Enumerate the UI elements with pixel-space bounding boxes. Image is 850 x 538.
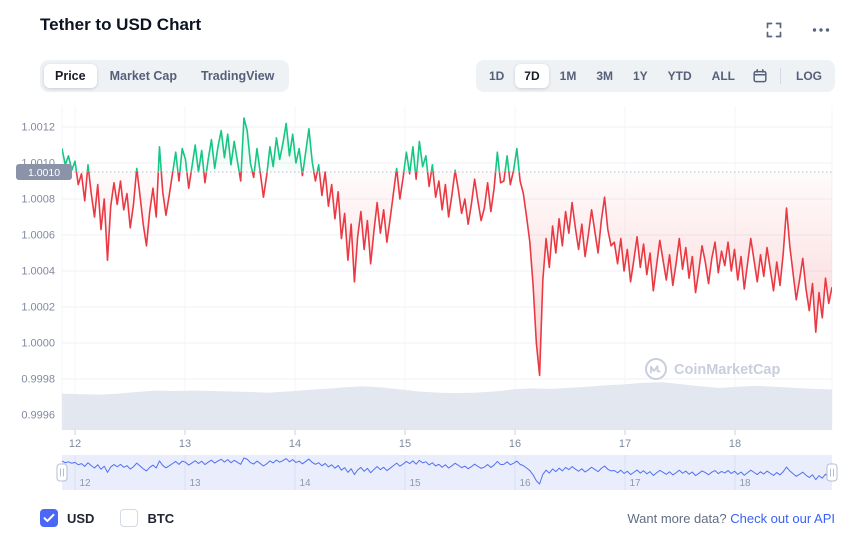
range-button-ytd[interactable]: YTD	[659, 64, 701, 88]
range-button-1d[interactable]: 1D	[480, 64, 513, 88]
range-button-7d[interactable]: 7D	[515, 64, 549, 88]
x-axis-label: 16	[509, 438, 521, 450]
navigator-x-label: 14	[299, 478, 311, 489]
coinmarketcap-watermark: CoinMarketCap	[645, 358, 780, 380]
range-button-all[interactable]: ALL	[703, 64, 744, 88]
navigator-x-label: 17	[629, 478, 641, 489]
tab-market-cap[interactable]: Market Cap	[99, 64, 188, 88]
x-axis-label: 18	[729, 438, 741, 450]
y-axis-label: 1.0006	[21, 230, 55, 242]
header-actions	[764, 20, 832, 40]
api-link[interactable]: Check out our API	[730, 510, 835, 526]
x-axis-label: 12	[69, 438, 81, 450]
range-button-1y[interactable]: 1Y	[624, 64, 657, 88]
navigator-line	[61, 457, 833, 485]
y-axis-label: 1.0012	[21, 122, 55, 134]
tab-tradingview[interactable]: TradingView	[190, 64, 285, 88]
current-price-badge-text: 1.0010	[28, 167, 60, 179]
check-icon	[43, 513, 55, 522]
navigator-x-label: 12	[79, 478, 91, 489]
api-promo: Want more data? Check out our API	[627, 511, 835, 526]
x-axis-label: 17	[619, 438, 631, 450]
navigator-chart: 12 13 14 15 16 17 18	[56, 455, 838, 490]
chart-plot-area[interactable]	[62, 106, 832, 430]
toolbar-divider	[780, 68, 781, 84]
currency-label: BTC	[147, 510, 175, 526]
chart-type-tabs: Price Market Cap TradingView	[40, 60, 290, 92]
price-line-below-open	[75, 172, 832, 377]
navigator-x-label: 18	[739, 478, 751, 489]
volume-area	[62, 382, 832, 430]
y-axis-label: 1.0002	[21, 302, 55, 314]
more-options-icon[interactable]	[810, 25, 832, 35]
y-axis-label: 1.0008	[21, 194, 55, 206]
x-axis-label: 15	[399, 438, 411, 450]
loss-area-fill	[62, 172, 832, 376]
x-axis-label: 13	[179, 438, 191, 450]
range-button-3m[interactable]: 3M	[587, 64, 622, 88]
y-axis-label: 1.0004	[21, 266, 55, 278]
coinmarketcap-logo-icon	[645, 358, 667, 380]
navigator-left-handle[interactable]	[56, 463, 68, 482]
navigator-right-handle[interactable]	[826, 463, 838, 482]
navigator-track[interactable]	[62, 455, 832, 490]
currency-label: USD	[67, 510, 95, 526]
btc-checkbox[interactable]	[120, 509, 139, 527]
page-title: Tether to USD Chart	[40, 15, 202, 34]
price-chart: 1.0012 1.0010 1.0008 1.0006 1.0004 1.0002 1.00…	[16, 106, 833, 450]
y-axis-label: 0.9996	[21, 410, 55, 422]
log-scale-button[interactable]: LOG	[787, 64, 831, 88]
currency-toggles: USD BTC	[40, 509, 174, 527]
api-prompt-text: Want more data?	[627, 510, 727, 526]
chart-footer: USD BTC Want more data? Check out our API	[40, 504, 835, 532]
navigator-x-label: 15	[409, 478, 421, 489]
y-axis-label: 0.9998	[21, 374, 55, 386]
usd-checkbox[interactable]	[40, 509, 58, 527]
watermark-text: CoinMarketCap	[674, 362, 780, 378]
y-axis-label: 1.0000	[21, 338, 55, 350]
currency-toggle-btc[interactable]: BTC	[120, 509, 174, 527]
x-axis-label: 14	[289, 438, 301, 450]
range-button-1m[interactable]: 1M	[551, 64, 586, 88]
calendar-icon[interactable]	[746, 65, 774, 87]
range-selector: 1D 7D 1M 3M 1Y YTD ALL LOG	[475, 60, 835, 92]
navigator-x-label: 16	[519, 478, 531, 489]
fullscreen-icon[interactable]	[764, 20, 784, 40]
chart-toolbar: Price Market Cap TradingView 1D 7D 1M 3M 1Y YTD…	[40, 60, 835, 92]
navigator-x-label: 13	[189, 478, 201, 489]
tab-price[interactable]: Price	[44, 64, 97, 88]
current-price-badge	[16, 164, 72, 180]
currency-toggle-usd[interactable]: USD	[40, 509, 94, 527]
